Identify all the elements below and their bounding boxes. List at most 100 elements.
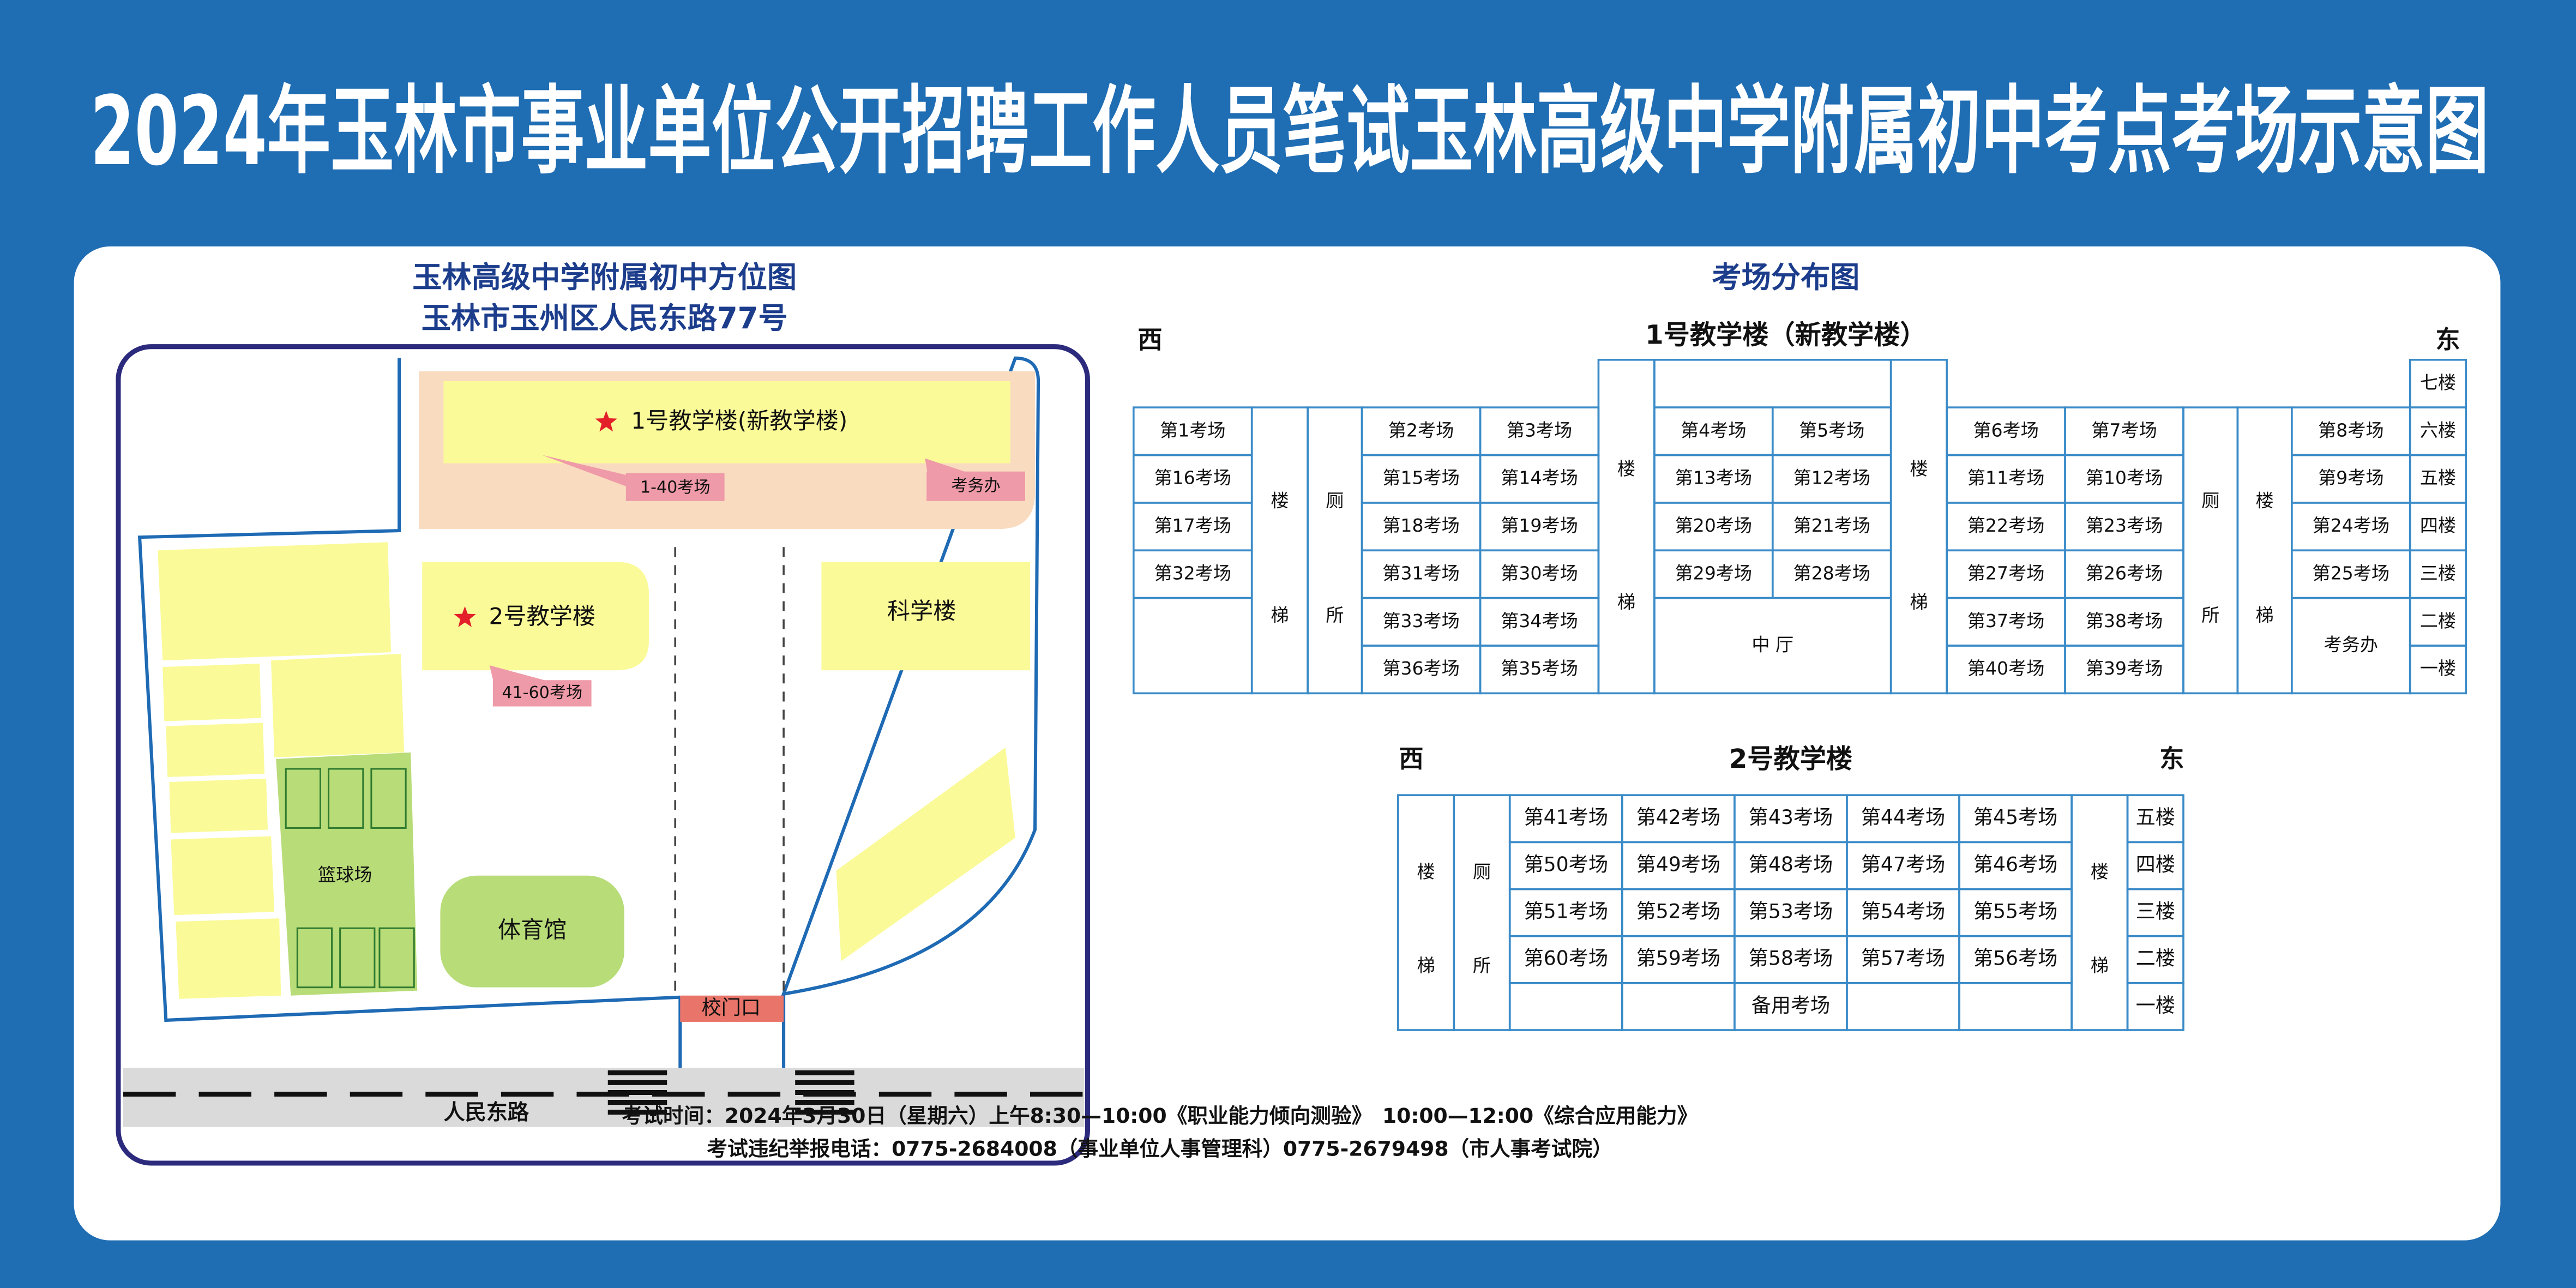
room-label: 第60考场 (1524, 947, 1608, 970)
tag (625, 473, 725, 501)
room-label: 第47考场 (1861, 852, 1945, 876)
court-field (339, 927, 376, 989)
room-label: 备用考场 (1752, 994, 1831, 1017)
court-field (370, 768, 407, 829)
footer-line: 考试时间：2024年3月30日（星期六）上午8:30—10:00《职业能力倾向测… (622, 1104, 1698, 1128)
court (276, 752, 418, 996)
room-label: 第20考场 (1675, 515, 1753, 536)
building (158, 542, 392, 661)
road-label: 人民东路 (443, 1100, 529, 1125)
floor-label: 六楼 (2420, 419, 2456, 441)
tag-label: 考务办 (951, 476, 1000, 495)
room-label: 第52考场 (1636, 900, 1720, 923)
room-label: 第36考场 (1382, 658, 1460, 679)
room-label: 第40考场 (1967, 658, 2045, 679)
room-label: 第26考场 (2086, 562, 2163, 583)
building-label: 科学楼 (887, 598, 956, 624)
column-label: 梯 (1271, 604, 1289, 625)
room-label: 第25考场 (2312, 562, 2390, 583)
room-label: 第10考场 (2086, 467, 2163, 489)
room-label: 第2考场 (1388, 419, 1454, 441)
room-label: 第34考场 (1501, 610, 1578, 631)
building (166, 723, 265, 778)
room-label: 第24考场 (2312, 515, 2390, 536)
room-label: 第8考场 (2318, 419, 2384, 441)
room-label: 第22考场 (1967, 515, 2045, 536)
room-label: 第42考场 (1636, 805, 1720, 829)
column-label: 所 (1326, 604, 1344, 625)
column-label: 所 (2201, 604, 2219, 625)
building-name: 2号教学楼 (1729, 744, 1852, 774)
room-label: 第44考场 (1861, 805, 1945, 829)
room-label: 第37考场 (1967, 610, 2045, 631)
room-label: 第6考场 (1973, 419, 2038, 441)
room-label: 第32考场 (1154, 562, 1231, 583)
tag-label: 1-40考场 (640, 478, 711, 497)
direction: 东 (2159, 744, 2184, 773)
room-label: 第56考场 (1973, 947, 2057, 970)
star (595, 411, 617, 432)
room-label: 第54考场 (1861, 900, 1945, 923)
building-label: 2号教学楼 (489, 603, 595, 629)
floor-label: 二楼 (2420, 610, 2456, 631)
map-title: 玉林高级中学附属初中方位图 (412, 260, 797, 294)
court-field (296, 927, 333, 989)
room-label: 第59考场 (1636, 947, 1720, 970)
table-cell (2236, 406, 2293, 695)
room-label: 第35考场 (1501, 658, 1578, 679)
room-label: 第50考场 (1524, 852, 1608, 876)
column-label: 梯 (1417, 955, 1435, 976)
court-field (328, 768, 364, 829)
court-field (378, 927, 415, 989)
direction: 西 (1137, 326, 1162, 354)
room-label: 第14考场 (1501, 467, 1578, 489)
table-cell (2126, 982, 2184, 1031)
gate-label: 校门口 (701, 996, 760, 1019)
layout-title: 考场分布图 (1712, 260, 1859, 294)
building1 (443, 381, 1010, 464)
room-label: 第11考场 (1967, 467, 2045, 489)
science (821, 562, 1030, 671)
floor-label: 一楼 (2136, 994, 2175, 1017)
room-label: 第57考场 (1861, 947, 1945, 970)
room-label: 第38考场 (2086, 610, 2163, 631)
gate (680, 995, 784, 1022)
floor-label: 七楼 (2420, 372, 2456, 393)
direction: 东 (2435, 326, 2460, 354)
gym (440, 875, 624, 988)
building-label: 1号教学楼(新教学楼) (631, 407, 847, 434)
room-label: 第58考场 (1749, 947, 1833, 970)
room-label: 第27考场 (1967, 562, 2045, 583)
table-cell (1958, 982, 2073, 1031)
room-label: 第39考场 (2086, 658, 2163, 679)
star (454, 606, 476, 627)
room-label: 中 厅 (1752, 634, 1793, 655)
building-name: 1号教学楼（新教学楼） (1645, 320, 1926, 351)
room-label: 第48考场 (1749, 852, 1833, 876)
floor-label: 二楼 (2136, 947, 2175, 970)
room-label: 第31考场 (1382, 562, 1460, 583)
table-cell (1889, 358, 1948, 695)
room-label: 第45考场 (1973, 805, 2057, 829)
building (169, 779, 268, 833)
floor-label: 四楼 (2136, 852, 2175, 876)
building (271, 654, 405, 757)
tag (926, 471, 1025, 501)
pointer (542, 455, 633, 486)
room-label: 第23考场 (2086, 515, 2163, 536)
floor-label: 五楼 (2420, 467, 2456, 489)
room-label: 第19考场 (1501, 515, 1578, 536)
table-cell (1307, 406, 1363, 695)
building2 (422, 562, 649, 671)
column-label: 楼 (1271, 490, 1289, 511)
column-label: 楼 (2091, 861, 2109, 882)
room-label: 第18考场 (1382, 515, 1460, 536)
room-label: 第17考场 (1154, 515, 1231, 536)
building (171, 836, 275, 916)
floor-label: 一楼 (2420, 658, 2456, 679)
room-label: 第49考场 (1636, 852, 1720, 876)
room-label: 第53考场 (1749, 900, 1833, 923)
court-field (285, 768, 321, 829)
column-label: 厕 (2201, 490, 2219, 511)
